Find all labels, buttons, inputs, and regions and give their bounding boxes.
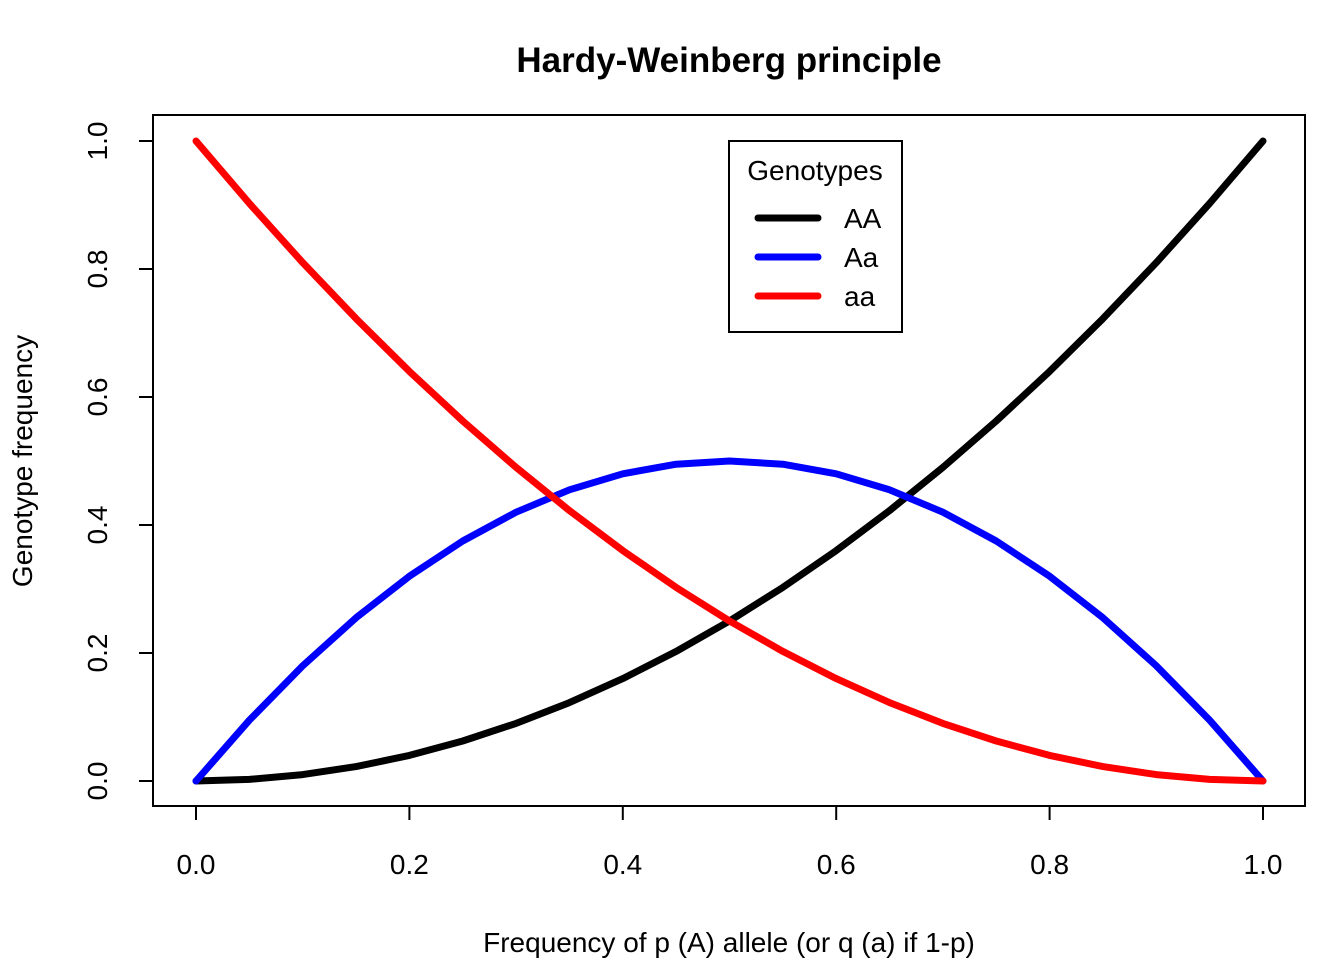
x-axis-label: Frequency of p (A) allele (or q (a) if 1… bbox=[483, 927, 975, 958]
legend-entries: AA Aa aa bbox=[754, 203, 882, 312]
legend-label-aa: AA bbox=[844, 203, 882, 234]
x-tick-label: 0.8 bbox=[1030, 849, 1069, 880]
y-tick-label: 0.8 bbox=[82, 250, 113, 289]
series-layer bbox=[192, 137, 1267, 785]
legend-label-aa: Aa bbox=[844, 242, 879, 273]
y-axis: 0.0 0.2 0.4 0.6 0.8 1.0 bbox=[82, 122, 154, 801]
series-line-aa bbox=[192, 457, 1267, 785]
legend-label-aa: aa bbox=[844, 281, 876, 312]
y-tick-label: 0.6 bbox=[82, 378, 113, 417]
x-tick-label: 0.2 bbox=[390, 849, 429, 880]
y-tick-label: 0.4 bbox=[82, 506, 113, 545]
legend: Genotypes AA Aa aa bbox=[728, 140, 903, 333]
x-axis: 0.0 0.2 0.4 0.6 0.8 1.0 bbox=[177, 805, 1283, 880]
y-tick-label: 0.2 bbox=[82, 634, 113, 673]
y-tick-label: 1.0 bbox=[82, 122, 113, 161]
x-tick-label: 0.4 bbox=[603, 849, 642, 880]
x-tick-label: 0.0 bbox=[177, 849, 216, 880]
x-tick-label: 0.6 bbox=[817, 849, 856, 880]
legend-title: Genotypes bbox=[747, 155, 882, 186]
x-tick-label: 1.0 bbox=[1244, 849, 1283, 880]
y-axis-label: Genotype frequency bbox=[7, 335, 38, 587]
chart-title: Hardy-Weinberg principle bbox=[516, 41, 941, 80]
series-line-aa bbox=[192, 137, 1267, 785]
legend-box bbox=[728, 140, 903, 333]
y-tick-label: 0.0 bbox=[82, 762, 113, 801]
